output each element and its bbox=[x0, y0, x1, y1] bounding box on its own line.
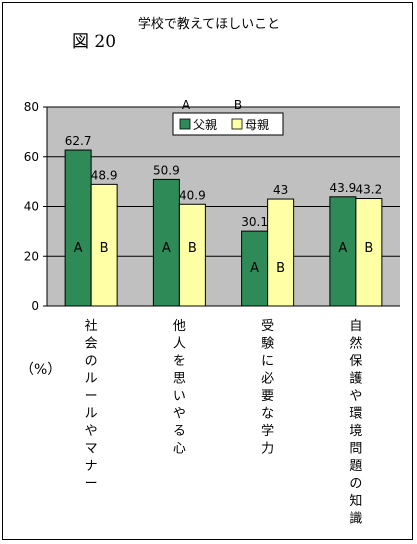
y-axis-unit: （%） bbox=[20, 362, 61, 378]
bar-father bbox=[64, 149, 92, 307]
category-label-char: 他 bbox=[173, 319, 186, 334]
legend-extra-b: B bbox=[234, 98, 242, 112]
category-label-char: 境 bbox=[349, 424, 362, 439]
value-label: 50.9 bbox=[153, 163, 180, 177]
category-label-char: 知 bbox=[349, 493, 362, 509]
category-label-char: 環 bbox=[349, 407, 362, 422]
legend-box bbox=[172, 112, 284, 136]
bar-father bbox=[152, 178, 180, 307]
category-label-char: ー bbox=[85, 389, 98, 404]
bar-marker-label: A bbox=[338, 241, 347, 256]
bar-marker-label: B bbox=[100, 241, 109, 256]
bar-mother bbox=[267, 198, 295, 307]
category-label-char: 要 bbox=[261, 389, 274, 404]
value-label: 43 bbox=[273, 183, 288, 197]
category-label-char: 会 bbox=[85, 337, 98, 352]
legend-label-father: 父親 bbox=[193, 118, 217, 132]
category-label-char: 力 bbox=[261, 442, 274, 457]
category-label-char: 必 bbox=[261, 372, 274, 387]
category-label-char: の bbox=[349, 477, 362, 492]
category-label-char: 思 bbox=[173, 372, 186, 387]
category-label-char: 自 bbox=[349, 319, 362, 334]
value-label: 43.9 bbox=[330, 181, 357, 195]
bar-marker-label: A bbox=[162, 241, 171, 256]
legend-label-mother: 母親 bbox=[245, 118, 269, 132]
y-tick-label: 80 bbox=[24, 100, 39, 114]
legend-swatch-father bbox=[179, 118, 191, 130]
category-label-char: や bbox=[349, 389, 362, 404]
bar-marker-label: A bbox=[74, 241, 83, 256]
bar-marker-label: B bbox=[364, 241, 373, 256]
bar-mother bbox=[178, 203, 206, 307]
category-label-char: い bbox=[173, 389, 186, 404]
category-label-char: や bbox=[85, 424, 98, 439]
category-label-char: 保 bbox=[349, 354, 362, 369]
bar-father bbox=[329, 196, 357, 307]
category-label-char: 護 bbox=[349, 371, 362, 387]
category-label-char: 然 bbox=[349, 336, 362, 352]
category-label-char: ル bbox=[85, 372, 98, 387]
bars: 62.7 A 48.9 B 50.9 A 40.9 B 30.1 A 43 B 43.9 A 43.2 B bbox=[64, 134, 383, 307]
category-label-char: を bbox=[173, 354, 186, 369]
category-label-char: 学 bbox=[261, 423, 274, 439]
category-label-char: る bbox=[173, 424, 186, 439]
category-label-char: 受 bbox=[261, 319, 274, 334]
bar-marker-label: B bbox=[188, 241, 197, 256]
value-label: 40.9 bbox=[179, 188, 206, 202]
y-tick-labels: 0 20 40 60 80 bbox=[24, 100, 47, 313]
category-label-char: 問 bbox=[349, 442, 362, 457]
value-label: 48.9 bbox=[91, 168, 118, 182]
category-label-char: ル bbox=[85, 407, 98, 422]
category-label-char: 心 bbox=[173, 442, 186, 457]
category-label-char: の bbox=[85, 354, 98, 369]
category-label-char: 題 bbox=[349, 459, 362, 474]
category-label-char: 識 bbox=[349, 512, 362, 527]
value-label: 62.7 bbox=[65, 134, 92, 148]
legend-extra-a: A bbox=[182, 98, 191, 112]
value-label: 43.2 bbox=[356, 183, 383, 197]
value-label: 30.1 bbox=[241, 215, 268, 229]
category-label-char: ー bbox=[85, 477, 98, 492]
bar-marker-label: A bbox=[250, 261, 259, 276]
category-label-char: な bbox=[261, 407, 274, 422]
y-tick-label: 0 bbox=[31, 299, 39, 313]
category-label-char: 人 bbox=[173, 337, 186, 352]
y-tick-label: 60 bbox=[24, 150, 39, 164]
category-label-char: 験 bbox=[261, 337, 274, 352]
category-label-char: や bbox=[173, 407, 186, 422]
category-label-char: に bbox=[261, 354, 274, 369]
legend-swatch-mother bbox=[231, 118, 243, 130]
figure-label: 図 20 bbox=[72, 32, 116, 52]
y-tick-label: 20 bbox=[24, 249, 39, 263]
chart-title: 学校で教えてほしいこと bbox=[138, 16, 280, 32]
y-tick-label: 40 bbox=[24, 200, 39, 214]
category-label-char: マ bbox=[85, 442, 98, 457]
bar-marker-label: B bbox=[276, 261, 285, 276]
legend: 父親 母親 bbox=[172, 112, 284, 136]
category-label-char: 社 bbox=[85, 318, 98, 334]
category-label-char: ナ bbox=[85, 459, 98, 474]
